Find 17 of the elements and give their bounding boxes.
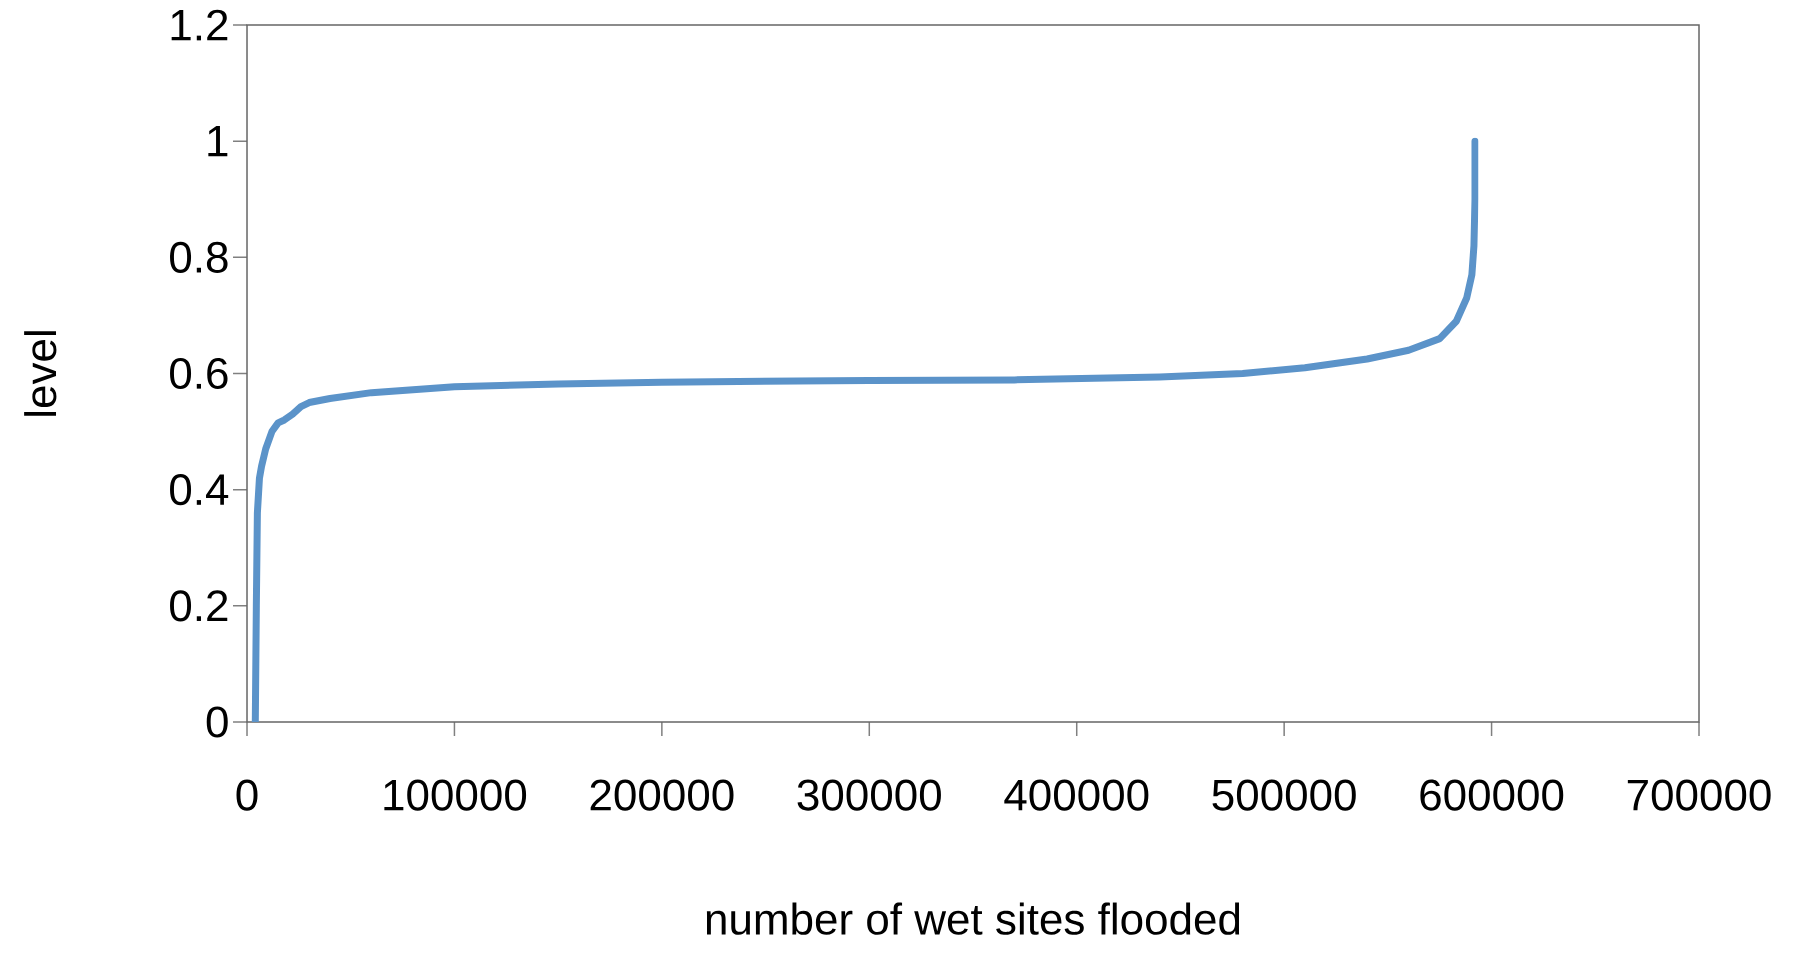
y-tick-label: 0.8 [170,241,228,273]
y-tick-label: 0 [206,706,228,738]
x-tick-label: 100000 [384,779,527,811]
y-tick-label: 1.2 [171,9,228,41]
y-tick-label: 0.6 [170,357,228,390]
x-tick-label: 400000 [1004,779,1149,811]
x-tick-label: 600000 [1420,779,1564,811]
y-axis-title: level [24,331,57,416]
x-tick-label: 300000 [797,779,941,811]
x-tick-label: 700000 [1627,779,1771,811]
x-tick-label: 200000 [590,779,734,811]
y-tick-label: 1 [208,126,228,157]
y-tick-label: 0.4 [170,474,229,506]
y-tick-label: 0.2 [170,590,228,622]
x-axis-title: number of wet sites flooded [706,902,1240,935]
x-tick-label: 0 [236,779,258,811]
x-tick-label: 500000 [1212,779,1356,811]
